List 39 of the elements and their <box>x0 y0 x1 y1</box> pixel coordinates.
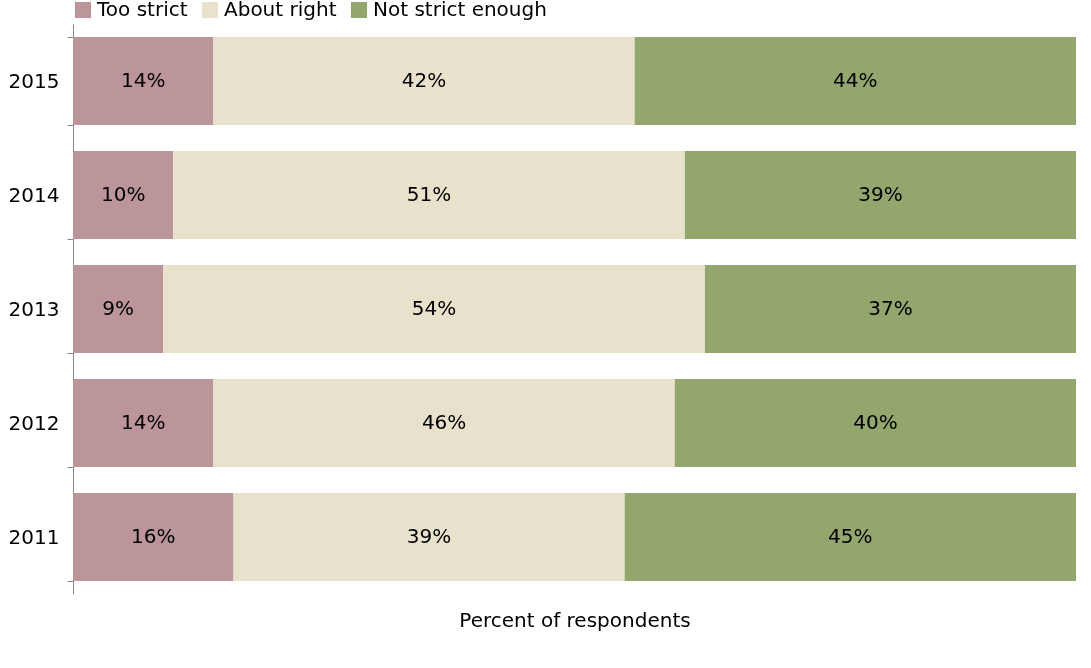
bar <box>704 265 1076 353</box>
legend-label: About right <box>224 0 337 21</box>
y-tick-label: 2015 <box>8 68 60 93</box>
bar <box>163 265 705 353</box>
data-label: 45% <box>828 524 873 548</box>
data-label: 9% <box>102 296 134 320</box>
legend-label: Not strict enough <box>373 0 547 21</box>
data-label: 40% <box>853 410 898 434</box>
data-label: 39% <box>858 182 903 206</box>
data-label: 46% <box>421 410 467 434</box>
x-axis-title: Percent of respondents <box>459 607 691 632</box>
y-tick-label: 2013 <box>8 296 60 321</box>
bar <box>684 151 1076 239</box>
bar <box>73 265 164 353</box>
bar <box>634 37 1076 125</box>
bar <box>73 37 214 125</box>
y-tick-label: 2012 <box>8 410 60 435</box>
y-tick-label: 2011 <box>8 524 60 549</box>
data-label: 37% <box>868 296 913 320</box>
data-label: 14% <box>120 410 166 434</box>
bar <box>674 379 1076 467</box>
bar <box>73 151 174 239</box>
bar <box>213 37 635 125</box>
bar <box>73 493 234 581</box>
data-label: 54% <box>411 296 457 320</box>
bar <box>213 379 675 467</box>
data-label: 51% <box>406 182 452 206</box>
bar <box>233 493 625 581</box>
data-label: 42% <box>401 68 447 92</box>
data-label: 14% <box>120 68 166 92</box>
data-label: 44% <box>833 68 878 92</box>
bar <box>173 151 685 239</box>
data-label: 16% <box>131 524 176 548</box>
data-label: 39% <box>406 524 452 548</box>
legend-label: Too strict <box>96 0 188 21</box>
bar <box>624 493 1076 581</box>
bar <box>73 379 214 467</box>
y-tick-label: 2014 <box>8 182 60 207</box>
data-label: 10% <box>100 182 146 206</box>
